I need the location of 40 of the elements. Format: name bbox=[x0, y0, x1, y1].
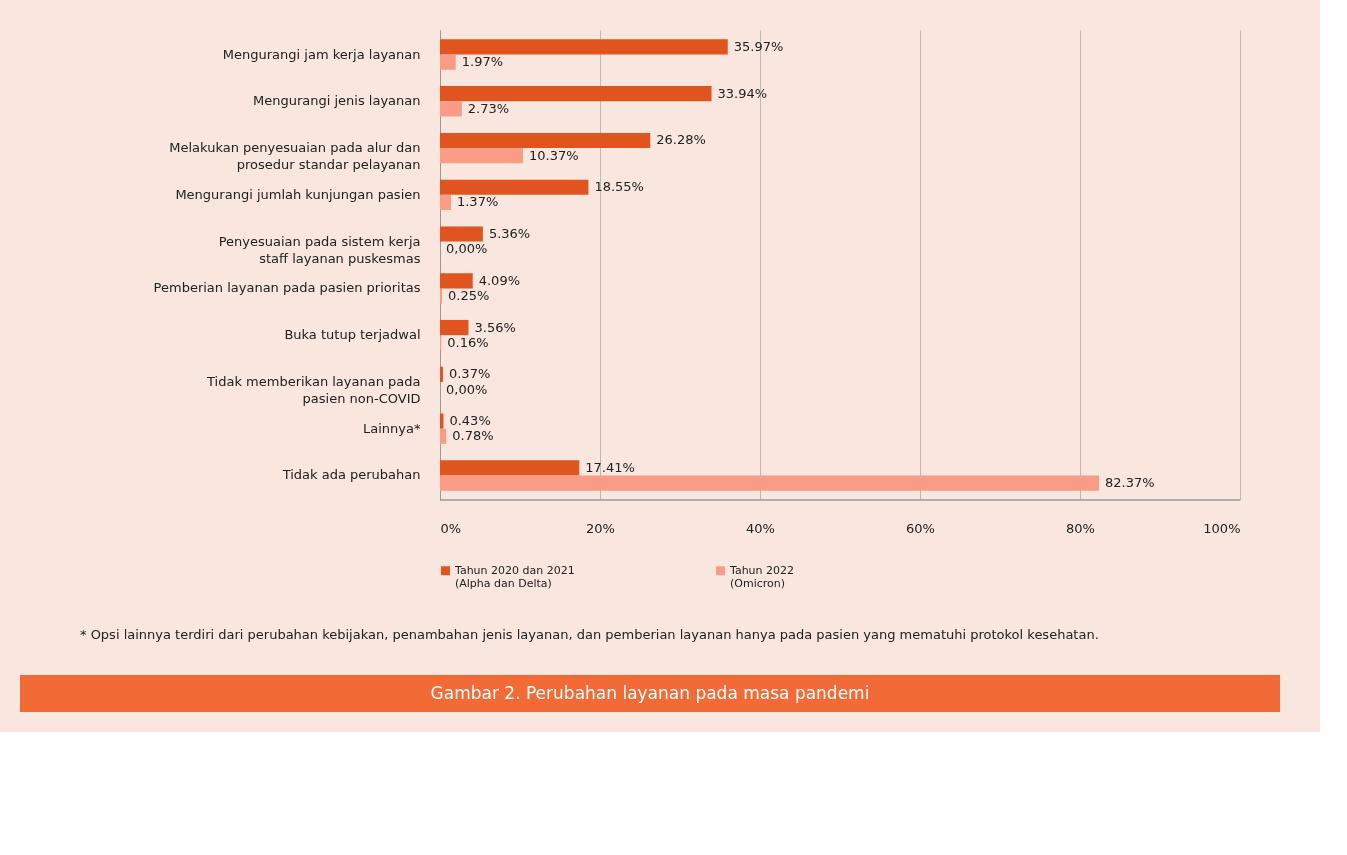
y-tick-label: Tidak memberikan layanan pada pasien non-COVID bbox=[206, 373, 421, 406]
data-label: 4.09% bbox=[478, 272, 521, 288]
data-label: 35.97% bbox=[733, 38, 784, 54]
text: Gambar 2. Perubahan layanan pada masa pandemi bbox=[430, 683, 870, 703]
data-label: 0,00% bbox=[446, 381, 488, 397]
data-label: 0.43% bbox=[449, 413, 491, 429]
data-label: 2.73% bbox=[467, 100, 510, 116]
y-tick-label: Pemberian layanan pada pasien prioritas bbox=[153, 280, 421, 296]
y-tick-label: Mengurangi jumlah kunjungan pasien bbox=[175, 186, 421, 202]
y-tick-label: Buka tutup terjadwal bbox=[284, 327, 421, 343]
x-tick-label: 40% bbox=[746, 520, 775, 536]
data-label: 3.56% bbox=[474, 319, 516, 335]
data-label: 82.37% bbox=[1104, 475, 1155, 491]
data-label: 33.94% bbox=[717, 85, 768, 101]
y-tick-label: Mengurangi jam kerja layanan bbox=[222, 46, 421, 62]
y-tick-label: Tidak ada perubahan bbox=[281, 467, 421, 483]
y-tick-label: Lainnya* bbox=[363, 420, 421, 436]
x-tick-label: 20% bbox=[586, 520, 615, 536]
data-label: 1.37% bbox=[456, 194, 499, 210]
y-tick-label: Mengurangi jenis layanan bbox=[252, 93, 421, 109]
data-label: 0.16% bbox=[447, 334, 489, 350]
legend-label: Tahun 2022 (Omicron) bbox=[729, 563, 795, 590]
data-label: 10.37% bbox=[528, 147, 579, 163]
y-tick-label: Melakukan penyesuaian pada alur dan prosedur standar pelayanan bbox=[169, 140, 421, 173]
x-tick-label: 80% bbox=[1066, 520, 1095, 536]
text: * Opsi lainnya terdiri dari perubahan kebijakan, penambahan jenis layanan, dan pemberian layanan hanya pada pasien yang mematuhi protokol kesehatan. bbox=[80, 627, 1099, 642]
data-label: 18.55% bbox=[594, 179, 644, 195]
legend-label: Tahun 2020 dan 2021 (Alpha dan Delta) bbox=[454, 563, 575, 590]
data-label: 0.78% bbox=[452, 428, 494, 444]
data-label: 17.41% bbox=[585, 459, 635, 475]
x-tick-label: 0% bbox=[440, 520, 462, 536]
x-tick-label: 100% bbox=[1203, 520, 1241, 536]
y-tick-label: Penyesuaian pada sistem kerja staff layanan puskesmas bbox=[218, 233, 421, 266]
data-label: 26.28% bbox=[656, 132, 706, 148]
data-label: 0.25% bbox=[448, 287, 490, 303]
data-label: 5.36% bbox=[488, 226, 531, 242]
data-label: 0,00% bbox=[446, 241, 488, 257]
x-tick-label: 60% bbox=[906, 520, 935, 536]
data-label: 1.97% bbox=[461, 54, 504, 70]
data-label: 0.37% bbox=[448, 366, 491, 382]
